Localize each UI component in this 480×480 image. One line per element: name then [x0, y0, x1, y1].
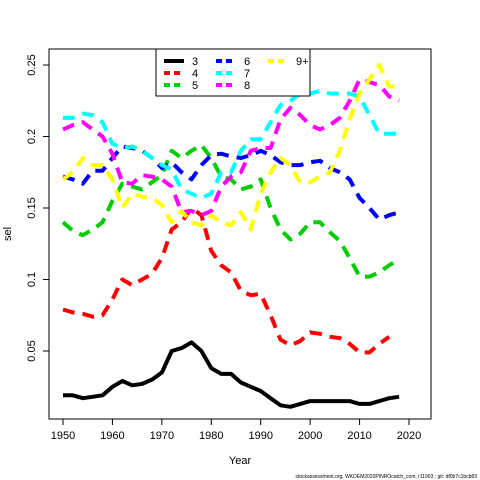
- y-tick-label: 0.2: [26, 129, 38, 144]
- legend-label: 9+: [296, 56, 309, 68]
- y-tick-label: 0.05: [26, 340, 38, 361]
- x-tick-label: 1960: [100, 430, 124, 442]
- y-tick-label: 0.25: [26, 54, 38, 75]
- series-line: [63, 88, 400, 200]
- legend-box: [155, 48, 311, 97]
- series-line: [61, 63, 400, 232]
- series-line: [62, 77, 400, 218]
- x-tick-label: 1990: [248, 430, 272, 442]
- y-tick-label: 0.1: [26, 272, 38, 287]
- legend-label: 4: [192, 68, 198, 80]
- x-tick-label: 2020: [397, 430, 421, 442]
- series-line: [61, 143, 401, 279]
- legend-label: 5: [192, 80, 198, 92]
- x-tick-label: 2010: [347, 430, 371, 442]
- footnote: stockassessment.org, WKDEM2020PINROcatch…: [295, 474, 477, 480]
- plot-frame: [48, 48, 432, 420]
- series-line: [62, 206, 391, 355]
- legend-label: 6: [244, 56, 250, 68]
- y-axis-label: sel: [2, 227, 14, 241]
- x-tick-label: 1970: [150, 430, 174, 442]
- x-tick-label: 1950: [51, 430, 75, 442]
- y-tick-label: 0.15: [26, 197, 38, 218]
- legend-label: 8: [244, 80, 250, 92]
- legend-label: 3: [192, 56, 198, 68]
- x-tick-label: 1980: [199, 430, 223, 442]
- x-tick-label: 2000: [298, 430, 322, 442]
- legend-label: 7: [244, 68, 250, 80]
- x-axis-label: Year: [229, 455, 252, 467]
- series-line: [63, 340, 400, 409]
